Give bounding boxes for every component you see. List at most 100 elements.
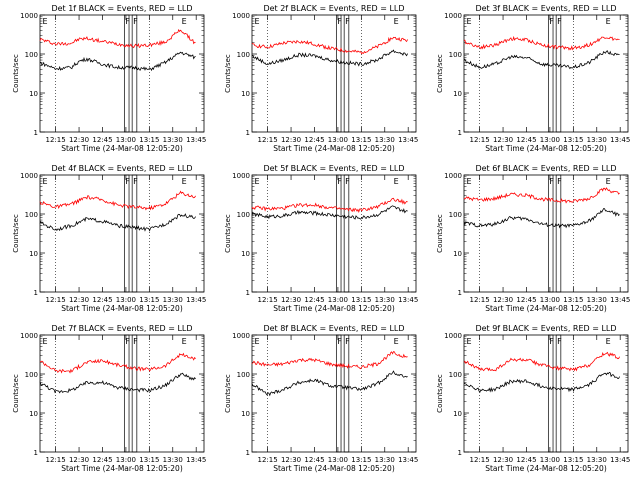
marker-label: F xyxy=(133,337,138,346)
series-events xyxy=(39,51,196,72)
x-tick-label: 13:45 xyxy=(610,136,630,144)
x-tick-label: 12:30 xyxy=(69,456,89,464)
x-tick-label: 12:45 xyxy=(516,136,536,144)
marker-label: F xyxy=(557,337,562,346)
x-tick-label: 13:15 xyxy=(139,296,159,304)
marker-label: E xyxy=(182,17,187,26)
x-tick-label: 13:15 xyxy=(351,296,371,304)
flare-band xyxy=(555,174,562,293)
x-tick-label: 13:00 xyxy=(328,456,348,464)
y-tick-label: 1000 xyxy=(20,332,38,340)
series-lld xyxy=(39,190,196,211)
y-tick-label: 1 xyxy=(34,289,38,297)
marker-label: F xyxy=(337,177,342,186)
y-axis-label: Counts/sec xyxy=(436,214,444,253)
y-axis-label: Counts/sec xyxy=(224,374,232,413)
x-axis-label: Start Time (24-Mar-08 12:05:20) xyxy=(273,144,395,153)
y-tick-label: 1000 xyxy=(232,332,250,340)
y-tick-label: 100 xyxy=(449,211,462,219)
y-tick-label: 100 xyxy=(25,211,38,219)
y-axis-label: Counts/sec xyxy=(436,54,444,93)
x-tick-label: 13:00 xyxy=(328,136,348,144)
marker-label: F xyxy=(133,17,138,26)
y-tick-label: 1000 xyxy=(232,172,250,180)
x-tick-label: 12:15 xyxy=(258,456,278,464)
y-axis-label: Counts/sec xyxy=(12,54,20,93)
marker-label: F xyxy=(345,337,350,346)
x-axis-label: Start Time (24-Mar-08 12:05:20) xyxy=(61,304,183,313)
y-tick-label: 1 xyxy=(246,449,250,457)
panel-title: Det 5f BLACK = Events, RED = LLD xyxy=(263,164,404,173)
marker-label: E xyxy=(606,177,611,186)
x-axis-label: Start Time (24-Mar-08 12:05:20) xyxy=(485,304,607,313)
flare-band xyxy=(343,14,350,133)
x-tick-label: 13:00 xyxy=(328,296,348,304)
y-tick-label: 10 xyxy=(241,90,250,98)
x-tick-label: 13:45 xyxy=(186,296,206,304)
x-tick-label: 13:45 xyxy=(610,296,630,304)
marker-label: E xyxy=(182,177,187,186)
x-tick-label: 12:45 xyxy=(92,456,112,464)
x-tick-label: 12:30 xyxy=(69,296,89,304)
y-tick-label: 100 xyxy=(25,371,38,379)
x-tick-label: 12:45 xyxy=(516,296,536,304)
plot-frame xyxy=(39,14,205,133)
x-tick-label: 12:45 xyxy=(304,456,324,464)
panel-title: Det 6f BLACK = Events, RED = LLD xyxy=(475,164,616,173)
x-tick-label: 12:30 xyxy=(493,456,513,464)
x-tick-label: 12:15 xyxy=(258,136,278,144)
flare-band xyxy=(547,334,554,453)
x-tick-label: 12:45 xyxy=(304,296,324,304)
panel-title: Det 7f BLACK = Events, RED = LLD xyxy=(51,324,192,333)
y-tick-label: 100 xyxy=(449,51,462,59)
marker-label: E xyxy=(394,177,399,186)
marker-label: E xyxy=(255,17,260,26)
marker-label: E xyxy=(43,337,48,346)
marker-label: E xyxy=(43,177,48,186)
y-axis-label: Counts/sec xyxy=(12,214,20,253)
x-tick-label: 13:30 xyxy=(587,456,607,464)
series-lld xyxy=(39,352,196,374)
flare-band xyxy=(335,334,342,453)
y-tick-label: 1000 xyxy=(444,12,462,20)
x-tick-label: 12:45 xyxy=(92,136,112,144)
panel-title: Det 3f BLACK = Events, RED = LLD xyxy=(475,4,616,13)
y-tick-label: 100 xyxy=(449,371,462,379)
x-tick-label: 12:45 xyxy=(516,456,536,464)
plot-frame xyxy=(39,174,205,293)
y-tick-label: 10 xyxy=(241,410,250,418)
panel-title: Det 8f BLACK = Events, RED = LLD xyxy=(263,324,404,333)
marker-label: F xyxy=(125,177,130,186)
flare-band xyxy=(555,14,562,133)
flare-band xyxy=(343,334,350,453)
x-tick-label: 13:15 xyxy=(563,136,583,144)
x-tick-label: 13:00 xyxy=(116,456,136,464)
series-lld xyxy=(463,35,620,51)
x-tick-label: 13:30 xyxy=(375,136,395,144)
y-tick-label: 100 xyxy=(237,51,250,59)
series-lld xyxy=(251,36,408,55)
x-tick-label: 13:00 xyxy=(540,296,560,304)
series-lld xyxy=(251,197,408,213)
x-tick-label: 13:30 xyxy=(163,456,183,464)
x-tick-label: 12:30 xyxy=(493,296,513,304)
marker-label: E xyxy=(606,17,611,26)
marker-label: E xyxy=(394,17,399,26)
y-tick-label: 10 xyxy=(453,410,462,418)
x-tick-label: 13:45 xyxy=(398,296,418,304)
series-lld xyxy=(463,351,620,372)
x-tick-label: 13:15 xyxy=(139,456,159,464)
series-events xyxy=(251,370,408,397)
marker-label: F xyxy=(549,337,554,346)
flare-band xyxy=(123,14,130,133)
x-tick-label: 12:30 xyxy=(493,136,513,144)
y-tick-label: 100 xyxy=(237,371,250,379)
marker-label: F xyxy=(557,177,562,186)
x-tick-label: 12:15 xyxy=(470,296,490,304)
flare-band xyxy=(123,174,130,293)
x-tick-label: 12:30 xyxy=(281,296,301,304)
marker-label: E xyxy=(255,337,260,346)
